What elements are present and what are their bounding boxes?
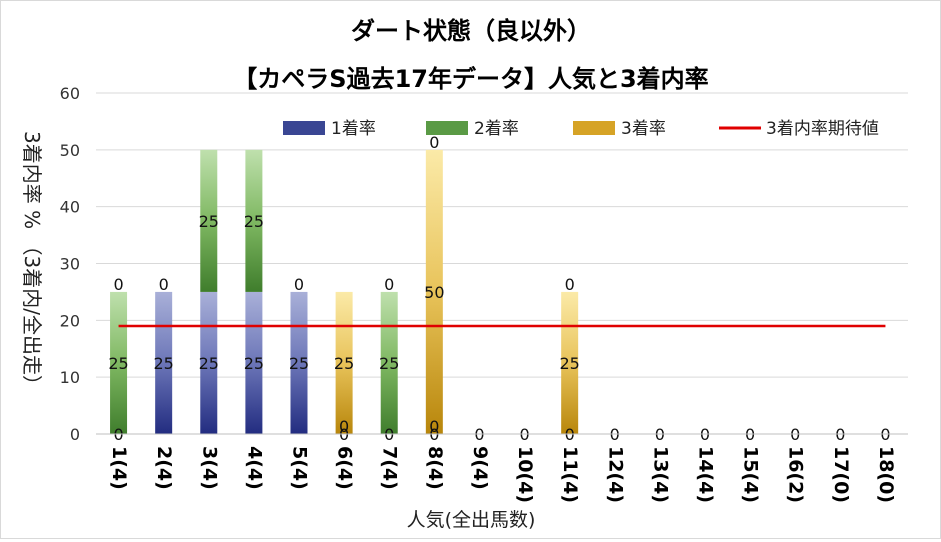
chart-subtitle: 【カペラS過去17年データ】人気と3着内率: [233, 65, 708, 93]
data-label-s3-8: 50: [424, 283, 444, 302]
legend-label-1: 1着率: [331, 119, 376, 139]
x-tick-label-12: 12(4): [604, 446, 626, 503]
x-tick-label-9: 9(4): [469, 446, 491, 490]
data-label-s2-5: 0: [294, 275, 304, 294]
data-label-s2-2: 0: [159, 275, 169, 294]
x-tick-label-14: 14(4): [695, 446, 717, 503]
y-tick-label-30: 30: [60, 255, 80, 274]
legend-swatch-2: [426, 121, 468, 135]
x-tick-label-4: 4(4): [243, 446, 265, 490]
y-tick-label-0: 0: [70, 425, 80, 444]
legend-label-2: 2着率: [474, 119, 519, 139]
bar-s1-3: [200, 291, 218, 434]
data-label-s3-1: 0: [113, 275, 123, 294]
data-label-s1-2: 25: [153, 354, 173, 373]
legend-label-line: 3着内率期待値: [766, 119, 879, 139]
y-tick-label-10: 10: [60, 368, 80, 387]
x-tick-label-16: 16(2): [785, 446, 807, 503]
bar-s3-11: [561, 291, 579, 434]
data-label-top-8: 0: [429, 133, 439, 152]
data-label-s2-7: 25: [379, 354, 399, 373]
data-label-s3-11: 25: [559, 354, 579, 373]
bar-s3-6: [335, 291, 353, 434]
x-tick-label-2: 2(4): [153, 446, 175, 490]
x-axis-title: 人気(全出馬数): [407, 509, 536, 531]
data-label-s1-3: 25: [199, 354, 219, 373]
y-tick-label-40: 40: [60, 198, 80, 217]
data-label-s2-3: 25: [199, 212, 219, 231]
legend-swatch-3: [573, 121, 615, 135]
y-tick-label-50: 50: [60, 141, 80, 160]
x-tick-label-11: 11(4): [559, 446, 581, 503]
legend-label-3: 3着率: [621, 119, 666, 139]
data-label-s3-7: 0: [384, 275, 394, 294]
x-tick-label-15: 15(4): [740, 446, 762, 503]
data-label-s1-5: 25: [289, 354, 309, 373]
data-label-s1-4: 25: [244, 354, 264, 373]
x-tick-label-3: 3(4): [198, 446, 220, 490]
bar-s2-3: [200, 149, 218, 292]
data-label-s2-4: 25: [244, 212, 264, 231]
data-label-s2-6: 0: [339, 417, 349, 436]
x-tick-label-6: 6(4): [334, 446, 356, 490]
legend: 1着率 2着率 3着率 3着内率期待値: [283, 119, 879, 139]
data-label-s2-8: 0: [429, 417, 439, 436]
legend-swatch-1: [283, 121, 325, 135]
bar-s2-4: [245, 149, 263, 292]
bar-s1-5: [290, 291, 308, 434]
x-tick-label-7: 7(4): [379, 446, 401, 490]
x-tick-label-18: 18(0): [875, 446, 897, 503]
data-label-top-11: 0: [565, 275, 575, 294]
data-label-s3-6: 25: [334, 354, 354, 373]
x-tick-label-13: 13(4): [649, 446, 671, 503]
chart-title: ダート状態（良以外）: [351, 17, 591, 45]
y-tick-label-20: 20: [60, 311, 80, 330]
y-tick-label-60: 60: [60, 84, 80, 103]
data-label-s2-1: 25: [108, 354, 128, 373]
y-axis-title: 3着内率 % （3着内/全出走）: [20, 131, 44, 395]
bar-s1-2: [155, 291, 173, 434]
x-tick-label-17: 17(0): [830, 446, 852, 503]
x-tick-label-10: 10(4): [514, 446, 536, 503]
x-tick-label-8: 8(4): [424, 446, 446, 490]
bar-s1-4: [245, 291, 263, 434]
x-tick-label-1: 1(4): [108, 446, 130, 490]
bar-s3-8: [425, 149, 443, 435]
x-tick-label-5: 5(4): [289, 446, 311, 490]
bar-s2-7: [380, 291, 398, 434]
bar-s2-1: [110, 291, 128, 434]
